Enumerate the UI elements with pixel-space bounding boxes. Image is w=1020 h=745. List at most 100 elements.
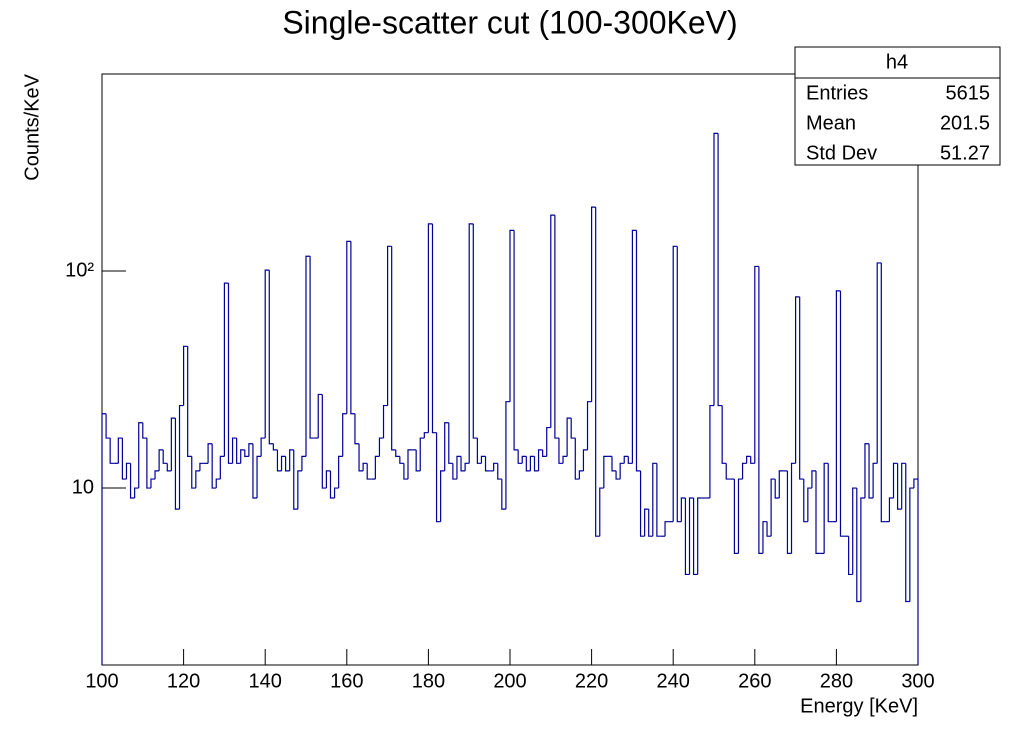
- histogram-bin: [452, 463, 457, 480]
- histogram-bin: [554, 215, 559, 439]
- x-tick-label: 160: [330, 670, 363, 692]
- histogram-bin: [892, 462, 898, 498]
- histogram-bin: [150, 478, 156, 489]
- histogram-bin: [174, 418, 180, 510]
- histogram-bin: [897, 463, 902, 510]
- histogram-bin: [566, 417, 572, 457]
- histogram-bin: [888, 497, 894, 522]
- histogram-bin: [913, 478, 919, 665]
- histogram-bin: [644, 508, 649, 537]
- histogram-bin: [623, 455, 629, 464]
- histogram-bin: [403, 463, 408, 480]
- histogram-bin: [664, 521, 670, 537]
- histogram-bin: [762, 521, 768, 554]
- histogram-bin: [248, 443, 253, 457]
- chart-title: Single-scatter cut (100-300KeV): [282, 4, 737, 40]
- histogram-bin: [407, 449, 413, 480]
- histogram-bin: [219, 455, 225, 480]
- histogram-bin: [807, 487, 812, 522]
- histogram-bin: [134, 487, 139, 498]
- histogram-bin: [366, 463, 372, 480]
- histogram-bin: [231, 437, 237, 464]
- histogram-bin: [803, 479, 808, 523]
- histogram-bin: [546, 426, 551, 457]
- x-tick-label: 180: [412, 670, 445, 692]
- histogram-bin: [199, 462, 204, 471]
- stats-frame: [794, 46, 1001, 166]
- histogram-bin: [178, 404, 184, 510]
- histogram-bin: [635, 230, 641, 472]
- stats-value: 51.27: [940, 142, 990, 164]
- histogram-bin: [880, 262, 886, 523]
- x-tick-label: 260: [738, 670, 771, 692]
- histogram-bin: [342, 413, 347, 457]
- histogram-bin: [431, 223, 437, 434]
- histogram-bin: [285, 456, 290, 472]
- histogram-bin: [741, 462, 747, 480]
- histogram-bin: [905, 463, 910, 603]
- histogram-bin: [537, 449, 543, 471]
- histogram-bin: [162, 449, 168, 464]
- histogram-bin: [399, 456, 404, 464]
- histogram-bin: [746, 455, 751, 464]
- histogram-bin: [876, 262, 882, 464]
- histogram-bin: [464, 462, 470, 471]
- histogram-bin: [378, 437, 384, 457]
- histogram-bin: [187, 346, 192, 457]
- histogram-bin: [513, 230, 519, 451]
- histogram-bin: [374, 455, 380, 480]
- histogram-bin: [497, 463, 502, 480]
- histogram-bin: [631, 229, 637, 464]
- histogram-bin: [795, 296, 800, 464]
- histogram-bin: [244, 449, 249, 457]
- y-axis-label: Counts/KeV: [21, 73, 43, 180]
- histogram-bin: [693, 497, 698, 576]
- histogram-bin: [256, 455, 262, 498]
- histogram-bin: [639, 470, 645, 537]
- x-tick-label: 220: [575, 670, 608, 692]
- y-tick-label: 10: [72, 476, 94, 498]
- histogram-bin: [305, 255, 311, 457]
- histogram-bin: [158, 449, 164, 471]
- histogram-bin: [125, 462, 131, 480]
- histogram-bin: [129, 463, 135, 499]
- histogram-bin: [142, 422, 147, 439]
- histogram-bin: [758, 266, 763, 554]
- histogram-bin: [354, 413, 360, 445]
- histogram-bin: [321, 394, 327, 489]
- histogram-bin: [848, 536, 853, 576]
- histogram-bin: [236, 438, 241, 464]
- histogram-bin: [387, 245, 392, 406]
- histogram-bin: [460, 456, 466, 472]
- histogram-bin: [582, 449, 588, 471]
- histogram-bin: [440, 470, 445, 522]
- histogram-bin: [770, 478, 776, 537]
- histogram-bin: [207, 443, 213, 464]
- histogram-bin: [138, 422, 143, 489]
- histogram-bin: [542, 449, 547, 457]
- histogram-bin: [227, 283, 233, 464]
- histogram-bin: [264, 269, 270, 439]
- x-tick-label: 280: [820, 670, 853, 692]
- histogram-bin: [260, 437, 266, 457]
- histogram-bin: [215, 478, 221, 489]
- histogram-bin: [252, 443, 258, 499]
- histogram-bin: [391, 246, 396, 451]
- histogram-bin: [697, 497, 702, 575]
- histogram-bin: [856, 488, 861, 603]
- histogram-bin: [525, 456, 531, 472]
- histogram-bin: [121, 438, 127, 480]
- histogram-bin: [493, 462, 498, 471]
- histogram-bin: [468, 223, 474, 464]
- histogram-bin: [558, 438, 564, 464]
- histogram-bin: [570, 418, 576, 439]
- x-tick-label: 100: [85, 670, 118, 692]
- histogram-bin: [860, 497, 865, 602]
- histogram-bin: [533, 456, 539, 472]
- histogram-bin: [382, 404, 388, 439]
- histogram-bin: [603, 455, 608, 489]
- histogram-bin: [717, 133, 723, 407]
- histogram-bin: [839, 290, 845, 537]
- histogram-bin: [799, 296, 804, 480]
- histogram-bin: [191, 456, 196, 489]
